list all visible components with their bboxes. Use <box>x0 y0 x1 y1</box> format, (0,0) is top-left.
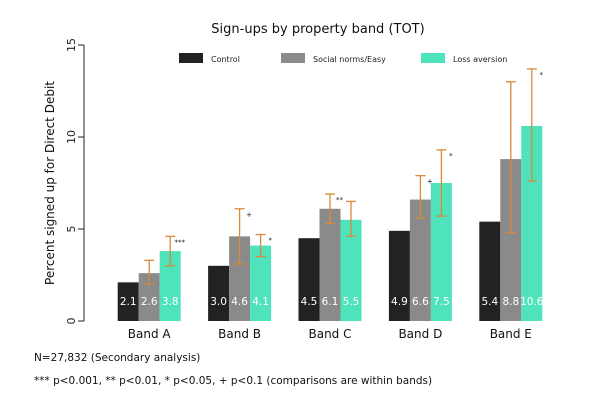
y-tick-label: 15 <box>65 38 78 52</box>
y-tick-label: 10 <box>65 130 78 144</box>
legend: Control Social norms/Easy Loss aversion <box>179 53 507 64</box>
significance-marker: * <box>449 152 453 160</box>
x-tick-labels: Band A Band B Band C Band D Band E <box>128 327 532 341</box>
bar-value-label: 4.9 <box>391 296 408 308</box>
bar-value-label: 6.6 <box>412 296 429 308</box>
bar <box>340 219 362 321</box>
chart-title: Sign-ups by property band (TOT) <box>211 22 424 37</box>
bar <box>229 236 251 321</box>
bar-value-label: 3.8 <box>162 296 179 308</box>
bar-value-label: 7.5 <box>433 296 450 308</box>
bar <box>430 183 452 321</box>
x-tick-label: Band A <box>128 327 172 341</box>
significance-marker: + <box>427 178 433 186</box>
bar <box>500 159 522 321</box>
bar-value-label: 3.0 <box>210 296 227 308</box>
bar <box>250 245 272 321</box>
legend-label: Social norms/Easy <box>313 55 386 64</box>
legend-swatch <box>179 53 203 63</box>
x-tick-label: Band B <box>218 327 261 341</box>
bar-value-label: 5.5 <box>343 296 360 308</box>
significance-key-note: *** p<0.001, ** p<0.01, * p<0.05, + p<0.… <box>34 375 433 387</box>
bar-value-label: 4.1 <box>252 296 269 308</box>
bar <box>159 251 181 321</box>
bar <box>298 238 320 321</box>
bar <box>479 221 501 321</box>
x-tick-label: Band D <box>398 327 442 341</box>
x-tick-label: Band C <box>308 327 351 341</box>
y-tick-label: 0 <box>65 318 78 325</box>
significance-marker: *** <box>174 238 185 246</box>
bar <box>521 125 543 322</box>
y-axis-label: Percent signed up for Direct Debit <box>43 81 57 285</box>
bar-value-label: 4.6 <box>231 296 248 308</box>
bar <box>319 208 341 321</box>
legend-swatch <box>281 53 305 63</box>
bar-value-label: 2.1 <box>120 296 137 308</box>
legend-swatch <box>421 53 445 63</box>
bar-value-label: 10.6 <box>520 296 544 308</box>
significance-marker: + <box>246 211 252 219</box>
significance-marker: ** <box>336 196 344 204</box>
bar-value-label: 2.6 <box>141 296 158 308</box>
bar <box>388 230 410 321</box>
legend-label: Loss aversion <box>453 55 507 64</box>
legend-label: Control <box>211 55 240 64</box>
bar-value-label: 5.4 <box>481 296 498 308</box>
bar-value-label: 6.1 <box>322 296 339 308</box>
significance-marker: * <box>540 71 544 79</box>
sample-size-note: N=27,832 (Secondary analysis) <box>34 352 201 364</box>
bar-value-label: 8.8 <box>502 296 519 308</box>
bars: 2.1 2.6 3.8***3.0 4.6+4.1*4.5 6.1**5.5 4.9 6.6… <box>117 68 544 322</box>
bar <box>138 273 160 321</box>
bar <box>117 282 139 321</box>
x-tick-label: Band E <box>490 327 532 341</box>
significance-marker: * <box>268 237 272 245</box>
y-tick-label: 5 <box>65 226 78 233</box>
bar <box>208 265 230 321</box>
bar-value-label: 4.5 <box>301 296 318 308</box>
bar <box>409 199 431 321</box>
axes: 0 5 10 15 <box>65 38 85 325</box>
